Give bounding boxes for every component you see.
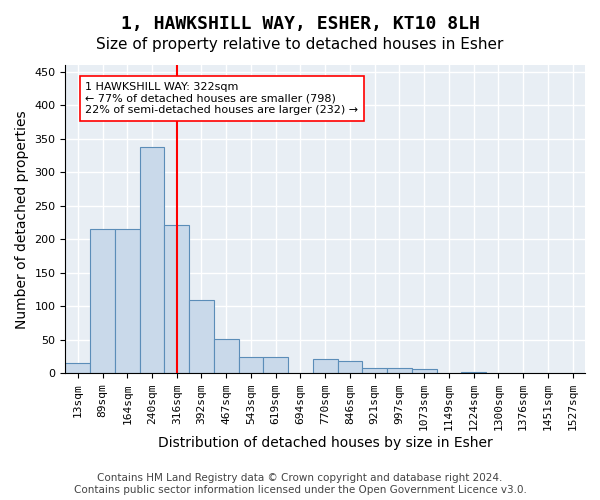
- Text: Contains HM Land Registry data © Crown copyright and database right 2024.
Contai: Contains HM Land Registry data © Crown c…: [74, 474, 526, 495]
- Bar: [461, 372, 486, 374]
- Text: 1, HAWKSHILL WAY, ESHER, KT10 8LH: 1, HAWKSHILL WAY, ESHER, KT10 8LH: [121, 15, 479, 33]
- Bar: [189, 300, 214, 374]
- Bar: [65, 364, 90, 374]
- Bar: [239, 356, 263, 374]
- Bar: [214, 338, 239, 374]
- Text: 1 HAWKSHILL WAY: 322sqm
← 77% of detached houses are smaller (798)
22% of semi-d: 1 HAWKSHILL WAY: 322sqm ← 77% of detache…: [85, 82, 358, 115]
- Bar: [412, 370, 437, 374]
- Bar: [387, 368, 412, 374]
- Bar: [313, 358, 338, 374]
- Bar: [511, 373, 536, 374]
- Bar: [338, 362, 362, 374]
- X-axis label: Distribution of detached houses by size in Esher: Distribution of detached houses by size …: [158, 436, 493, 450]
- Bar: [164, 224, 189, 374]
- Y-axis label: Number of detached properties: Number of detached properties: [15, 110, 29, 328]
- Bar: [140, 147, 164, 374]
- Bar: [90, 230, 115, 374]
- Bar: [115, 230, 140, 374]
- Bar: [362, 368, 387, 374]
- Text: Size of property relative to detached houses in Esher: Size of property relative to detached ho…: [97, 38, 503, 52]
- Bar: [263, 356, 288, 374]
